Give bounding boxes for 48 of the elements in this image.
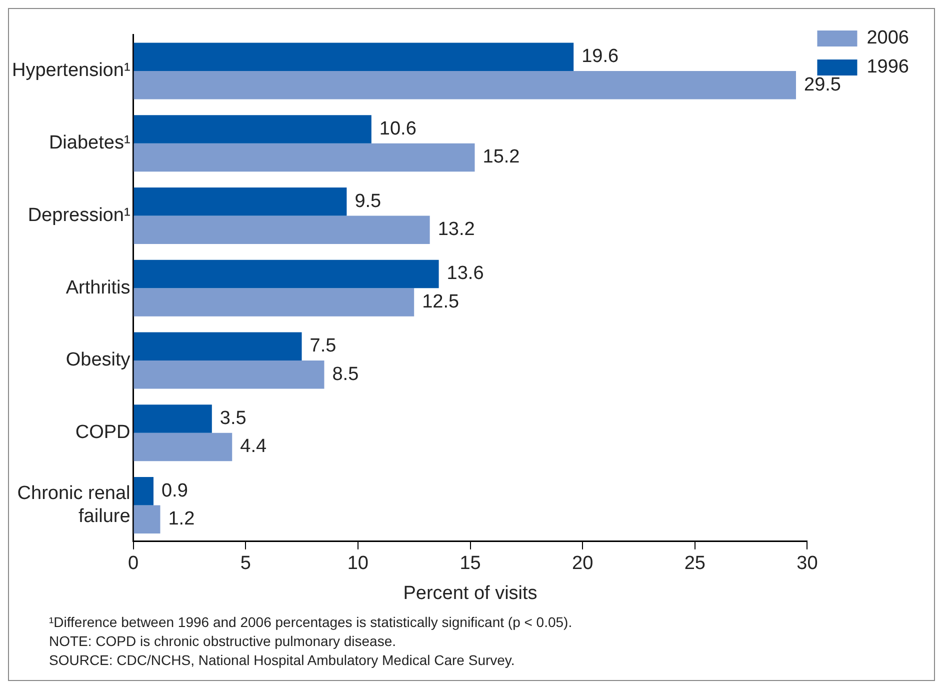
bar (134, 432, 232, 462)
data-label: 19.6 (582, 46, 619, 68)
data-label: 10.6 (379, 118, 416, 140)
text: ¹Difference between 1996 and 2006 percentages is statistically significant (p < 0.05). (49, 613, 574, 632)
data-label: 0.9 (161, 480, 188, 502)
x-tick-label: 15 (460, 553, 481, 574)
y-tick-label: COPD (75, 422, 130, 444)
y-tick-label: Chronic renal failure (17, 483, 130, 527)
bar (134, 216, 430, 244)
data-label: 1.2 (168, 508, 195, 530)
x-tick-label: 10 (347, 553, 368, 574)
data-label: 7.5 (310, 336, 336, 357)
bar (134, 42, 574, 71)
legend-label: 2006 (866, 28, 910, 49)
y-tick-label: Diabetes¹ (48, 132, 130, 154)
bar (134, 143, 475, 172)
bar (134, 332, 302, 360)
data-label: 12.5 (422, 291, 460, 312)
bar (134, 260, 439, 288)
data-label: 13.2 (438, 219, 475, 240)
data-label: 3.5 (220, 408, 246, 429)
x-axis-title: Percent of visits (403, 582, 538, 604)
data-label: 15.2 (482, 146, 520, 168)
y-tick-label: Arthritis (66, 277, 130, 298)
x-tick-label: 20 (572, 553, 594, 574)
x-tick-label: 25 (684, 553, 706, 574)
bar (134, 115, 372, 144)
x-tick-label: 5 (240, 553, 251, 574)
source-note: SOURCE: CDC/NCHS, National Hospital Ambulatory Medical Care Survey. (49, 651, 516, 670)
bar (134, 505, 160, 534)
bar (134, 188, 347, 216)
x-tick-label: 30 (796, 553, 818, 574)
bar (134, 360, 324, 389)
legend-label: 1996 (866, 56, 910, 78)
data-label: 13.6 (446, 263, 484, 284)
y-tick-label: Obesity (66, 350, 131, 371)
y-tick-label: Depression¹ (28, 204, 130, 226)
data-label: 29.5 (804, 74, 841, 96)
data-label: 9.5 (354, 190, 382, 212)
text: NOTE: COPD is chronic obstructive pulmonary disease. (49, 632, 398, 651)
data-label: 8.5 (332, 364, 359, 385)
x-tick-label: 0 (128, 553, 139, 574)
bar (134, 404, 212, 433)
data-label: 4.4 (240, 436, 267, 458)
y-tick-label: Hypertension¹ (12, 60, 130, 82)
bar (134, 476, 154, 506)
bar (134, 288, 414, 316)
bar (134, 70, 796, 100)
